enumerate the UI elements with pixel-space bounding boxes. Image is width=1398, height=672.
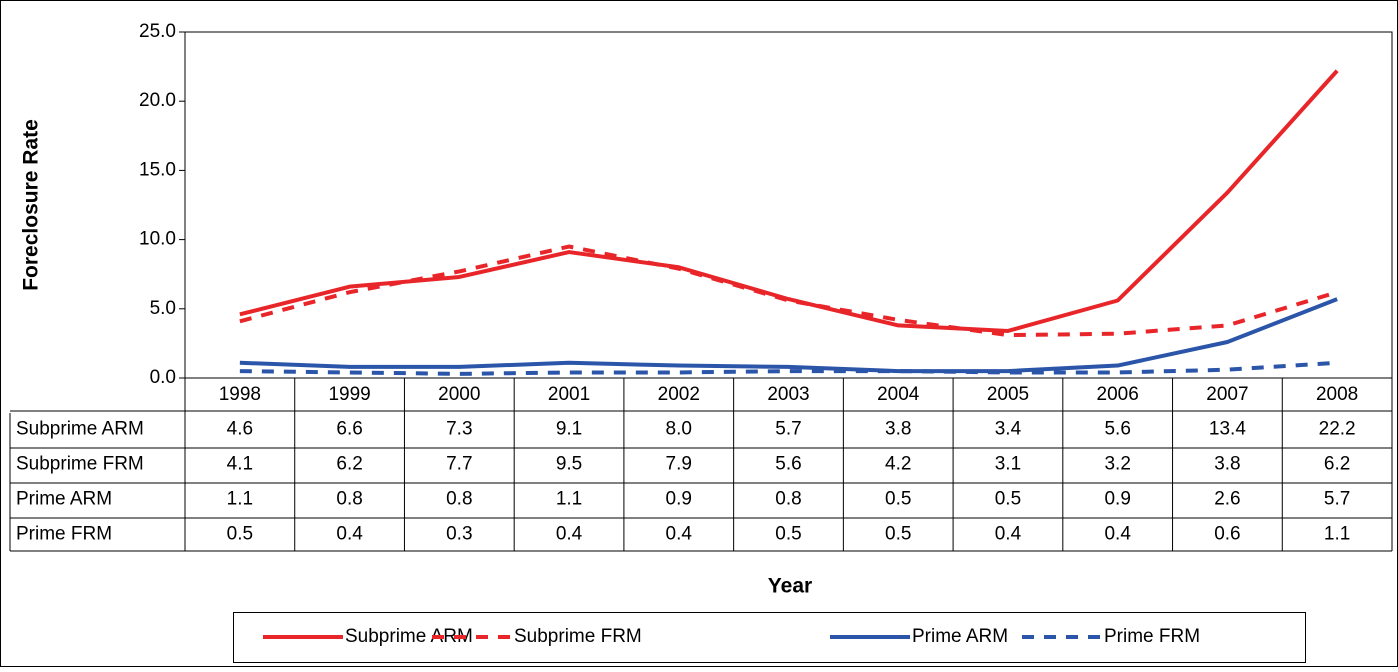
y-tick-label: 0.0: [150, 367, 176, 388]
plot-area: [184, 31, 1393, 379]
series-line: [239, 297, 1338, 374]
table-cell: 0.3: [446, 524, 472, 545]
table-cell: 0.4: [666, 524, 693, 545]
table-cell: 22.2: [1319, 419, 1356, 440]
legend-label: Prime ARM: [912, 626, 1008, 647]
x-tick-label: 2008: [1316, 384, 1358, 405]
table-cell: 0.6: [1214, 524, 1240, 545]
table-cell: 0.5: [885, 489, 911, 510]
y-tick-label: 5.0: [150, 298, 176, 319]
table-cell: 0.4: [995, 524, 1022, 545]
table-cell: 6.2: [336, 454, 362, 475]
legend-box: [233, 612, 1306, 663]
table-cell: 3.2: [1104, 454, 1130, 475]
x-axis-label: Year: [768, 575, 812, 598]
x-tick-label: 1998: [219, 384, 261, 405]
x-tick-label: 2005: [987, 384, 1029, 405]
table-cell: 2.6: [1214, 489, 1240, 510]
table-row-label: Subprime FRM: [16, 454, 144, 475]
table-cell: 9.1: [556, 419, 582, 440]
table-cell: 1.1: [556, 489, 582, 510]
x-tick-label: 2004: [877, 384, 920, 405]
y-tick-label: 20.0: [139, 90, 176, 111]
table-row-label: Prime ARM: [16, 489, 112, 510]
table-cell: 3.1: [995, 454, 1021, 475]
legend-label: Subprime ARM: [345, 626, 473, 647]
table-cell: 0.5: [885, 524, 911, 545]
x-tick-label: 2001: [548, 384, 590, 405]
table-cell: 9.5: [556, 454, 582, 475]
table-cell: 3.4: [995, 419, 1022, 440]
x-tick-label: 2000: [438, 384, 480, 405]
x-tick-label: 2006: [1097, 384, 1139, 405]
table-cell: 0.8: [775, 489, 801, 510]
x-tick-label: 2002: [658, 384, 700, 405]
table-cell: 1.1: [1324, 524, 1350, 545]
x-tick-label: 1999: [328, 384, 370, 405]
table-cell: 5.7: [775, 419, 801, 440]
table-cell: 3.8: [885, 419, 911, 440]
y-axis-label: Foreclosure Rate: [20, 119, 43, 291]
table-cell: 1.1: [227, 489, 253, 510]
table-cell: 0.8: [336, 489, 362, 510]
table-cell: 0.5: [775, 524, 801, 545]
y-tick-label: 15.0: [139, 159, 176, 180]
legend-label: Prime FRM: [1104, 626, 1200, 647]
table-cell: 0.4: [336, 524, 363, 545]
table-cell: 5.6: [775, 454, 801, 475]
table-cell: 6.6: [336, 419, 362, 440]
table-cell: 13.4: [1209, 419, 1246, 440]
table-cell: 4.6: [227, 419, 253, 440]
table-cell: 0.4: [556, 524, 583, 545]
table-cell: 6.2: [1324, 454, 1350, 475]
table-row-label: Prime FRM: [16, 524, 112, 545]
table-cell: 0.9: [666, 489, 692, 510]
x-tick-label: 2003: [767, 384, 809, 405]
table-cell: 0.8: [446, 489, 472, 510]
table-cell: 7.3: [446, 419, 472, 440]
y-tick-label: 10.0: [139, 229, 176, 250]
table-cell: 0.4: [1104, 524, 1131, 545]
table-cell: 8.0: [666, 419, 692, 440]
table-cell: 0.5: [995, 489, 1021, 510]
table-cell: 5.6: [1104, 419, 1130, 440]
table-cell: 4.1: [227, 454, 253, 475]
series-line: [239, 244, 1338, 338]
legend-label: Subprime FRM: [514, 626, 642, 647]
x-tick-label: 2007: [1206, 384, 1248, 405]
series-line: [239, 360, 1338, 376]
table-cell: 3.8: [1214, 454, 1240, 475]
y-tick-label: 25.0: [139, 21, 176, 42]
table-cell: 0.9: [1104, 489, 1130, 510]
table-cell: 7.9: [666, 454, 692, 475]
table-row-label: Subprime ARM: [16, 419, 144, 440]
table-cell: 4.2: [885, 454, 911, 475]
table-cell: 7.7: [446, 454, 472, 475]
table-cell: 5.7: [1324, 489, 1350, 510]
table-cell: 0.5: [227, 524, 253, 545]
